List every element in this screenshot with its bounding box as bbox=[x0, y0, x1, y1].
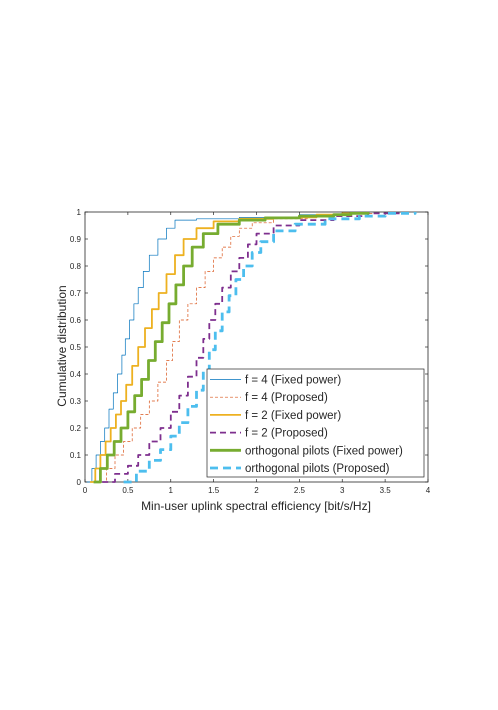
y-tick-label: 0.1 bbox=[70, 451, 82, 460]
legend-label-6: orthogonal pilots (Proposed) bbox=[245, 463, 390, 475]
legend: f = 4 (Fixed power) f = 4 (Proposed) f = 2… bbox=[206, 368, 425, 478]
series-line-6 bbox=[123, 212, 417, 484]
series-line-4 bbox=[102, 212, 408, 483]
x-axis-label: Min-user uplink spectral efficiency [bit… bbox=[141, 499, 371, 513]
y-tick-label: 0.6 bbox=[70, 316, 82, 325]
x-tick-label: 0 bbox=[83, 486, 88, 495]
legend-label-5: orthogonal pilots (Fixed power) bbox=[245, 445, 403, 457]
legend-label-3: f = 2 (Fixed power) bbox=[245, 410, 341, 422]
y-tick-label: 0.8 bbox=[70, 262, 82, 271]
y-axis-label: Cumulative distribution bbox=[55, 285, 69, 406]
legend-label-1: f = 4 (Fixed power) bbox=[245, 375, 341, 387]
x-tick-label: 0.5 bbox=[122, 486, 134, 495]
y-tick-label: 1 bbox=[77, 208, 82, 217]
legend-box bbox=[206, 368, 425, 478]
y-tick-label: 0.7 bbox=[70, 289, 82, 298]
x-tick-label: 1 bbox=[169, 486, 174, 495]
x-tick-label: 3.5 bbox=[380, 486, 392, 495]
legend-label-4: f = 2 (Proposed) bbox=[245, 428, 328, 440]
x-tick-label: 4 bbox=[426, 486, 431, 495]
x-tick-label: 2 bbox=[254, 486, 259, 495]
y-tick-label: 0.2 bbox=[70, 424, 82, 433]
y-tick-label: 0.9 bbox=[70, 235, 82, 244]
y-tick-label: 0.5 bbox=[70, 343, 82, 352]
x-tick-label: 1.5 bbox=[208, 486, 220, 495]
y-tick-label: 0 bbox=[77, 478, 82, 487]
y-tick-label: 0.3 bbox=[70, 397, 82, 406]
series-line-5 bbox=[93, 212, 370, 484]
series-group bbox=[86, 212, 417, 484]
series-line-1 bbox=[86, 212, 369, 483]
x-tick-label: 3 bbox=[340, 486, 345, 495]
series-line-2 bbox=[97, 212, 377, 483]
y-tick-label: 0.4 bbox=[70, 370, 82, 379]
x-tick-label: 2.5 bbox=[294, 486, 306, 495]
legend-label-2: f = 4 (Proposed) bbox=[245, 392, 328, 404]
